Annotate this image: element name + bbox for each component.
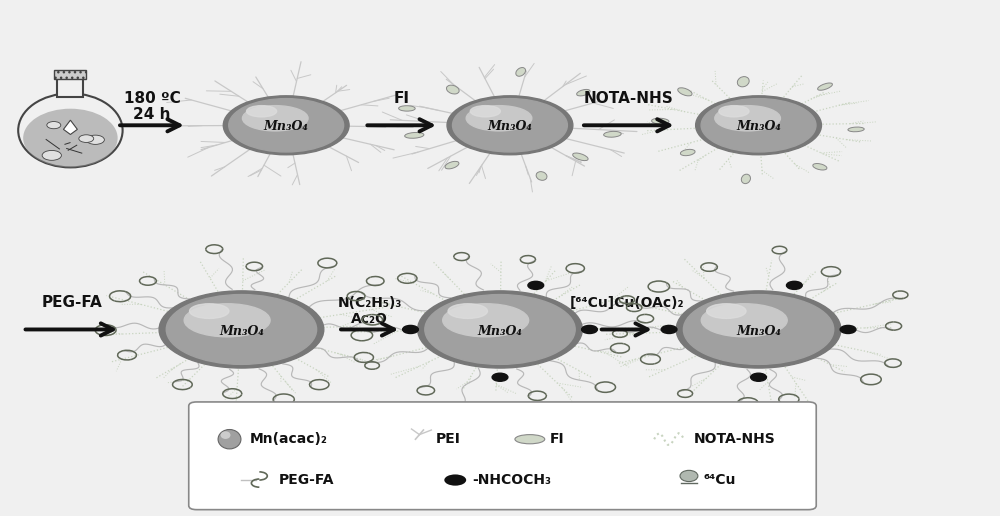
Text: Mn₃O₄: Mn₃O₄ [219, 325, 264, 338]
Text: PEG-FA: PEG-FA [42, 295, 103, 310]
Ellipse shape [184, 304, 270, 337]
Ellipse shape [577, 89, 590, 96]
Circle shape [528, 281, 544, 289]
Text: N(C₂H₅)₃: N(C₂H₅)₃ [337, 296, 402, 310]
Ellipse shape [719, 106, 749, 117]
Ellipse shape [166, 295, 317, 364]
Ellipse shape [848, 127, 864, 132]
Circle shape [582, 326, 597, 333]
Text: PEG-FA: PEG-FA [279, 473, 335, 487]
Polygon shape [63, 120, 77, 135]
Ellipse shape [453, 99, 567, 152]
Ellipse shape [707, 304, 746, 318]
Circle shape [661, 326, 677, 333]
Ellipse shape [573, 153, 588, 160]
Ellipse shape [190, 304, 229, 318]
Text: 180 ºC: 180 ºC [124, 91, 180, 106]
Circle shape [47, 122, 61, 128]
Ellipse shape [466, 106, 532, 131]
Ellipse shape [652, 118, 669, 124]
Ellipse shape [818, 83, 832, 90]
Ellipse shape [247, 106, 277, 117]
Ellipse shape [696, 96, 821, 155]
Ellipse shape [741, 174, 750, 184]
Ellipse shape [737, 76, 749, 87]
Ellipse shape [516, 68, 526, 76]
Ellipse shape [23, 109, 118, 167]
Ellipse shape [221, 431, 231, 439]
Ellipse shape [701, 99, 816, 152]
Ellipse shape [242, 106, 308, 131]
Circle shape [42, 151, 61, 160]
Ellipse shape [680, 149, 695, 156]
Ellipse shape [515, 434, 545, 444]
Text: 24 h: 24 h [133, 107, 171, 122]
Ellipse shape [604, 132, 621, 137]
Text: Mn₃O₄: Mn₃O₄ [736, 120, 781, 133]
Text: PEI: PEI [435, 432, 460, 446]
Ellipse shape [447, 96, 573, 155]
Text: -NHCOCH₃: -NHCOCH₃ [472, 473, 551, 487]
Text: [⁶⁴Cu]Cu(OAc)₂: [⁶⁴Cu]Cu(OAc)₂ [570, 296, 684, 310]
Ellipse shape [678, 88, 692, 96]
Ellipse shape [405, 133, 424, 138]
Ellipse shape [18, 93, 123, 167]
Ellipse shape [701, 304, 787, 337]
Text: NOTA-NHS: NOTA-NHS [694, 432, 776, 446]
Circle shape [444, 474, 466, 486]
Ellipse shape [229, 99, 344, 152]
Text: NOTA-NHS: NOTA-NHS [584, 91, 674, 106]
Ellipse shape [445, 162, 459, 169]
Ellipse shape [418, 291, 582, 368]
Circle shape [786, 281, 802, 289]
Ellipse shape [676, 291, 841, 368]
Circle shape [79, 135, 94, 142]
Text: ⁶⁴Cu: ⁶⁴Cu [704, 473, 736, 487]
Text: Mn₃O₄: Mn₃O₄ [736, 325, 781, 338]
Circle shape [403, 326, 418, 333]
Ellipse shape [223, 96, 349, 155]
Ellipse shape [159, 291, 324, 368]
Text: Mn(acac)₂: Mn(acac)₂ [249, 432, 327, 446]
Text: FI: FI [550, 432, 564, 446]
Polygon shape [54, 70, 86, 79]
Ellipse shape [715, 106, 780, 131]
Text: Mn₃O₄: Mn₃O₄ [478, 325, 522, 338]
Circle shape [751, 373, 766, 381]
Text: Mn₃O₄: Mn₃O₄ [264, 120, 309, 133]
Ellipse shape [425, 295, 575, 364]
Ellipse shape [536, 172, 547, 180]
Ellipse shape [683, 295, 834, 364]
Text: Ac₂O: Ac₂O [351, 312, 388, 327]
Ellipse shape [448, 304, 487, 318]
Circle shape [86, 135, 104, 144]
Circle shape [492, 373, 508, 381]
Ellipse shape [813, 164, 827, 170]
Ellipse shape [399, 106, 415, 111]
Ellipse shape [446, 85, 459, 94]
Polygon shape [57, 78, 83, 97]
Text: Mn₃O₄: Mn₃O₄ [488, 120, 532, 133]
Ellipse shape [218, 429, 241, 449]
Text: FI: FI [394, 91, 410, 106]
Circle shape [840, 326, 856, 333]
Ellipse shape [680, 471, 698, 481]
Ellipse shape [443, 304, 529, 337]
Ellipse shape [470, 106, 500, 117]
FancyBboxPatch shape [189, 402, 816, 510]
